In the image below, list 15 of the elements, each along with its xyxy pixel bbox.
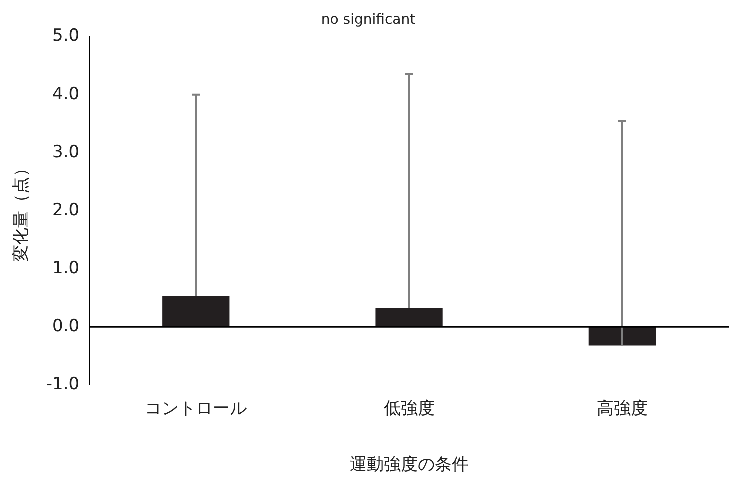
y-tick-label: 0.0 [52,316,80,337]
bar [376,308,443,328]
y-tick-label: -1.0 [46,374,80,395]
y-tick-label: 1.0 [52,258,80,278]
y-tick-label: 4.0 [52,84,80,104]
x-tick-label: 高強度 [596,398,648,419]
y-axis-title: 変化量（点） [12,160,32,262]
y-tick-label: 2.0 [52,200,80,220]
y-tick-label: 3.0 [52,142,80,162]
x-tick-label: 低強度 [384,398,435,419]
x-tick-label: コントロール [145,398,248,419]
bar [162,296,230,328]
chart-title: no significant [321,12,416,28]
x-axis-title: 運動強度の条件 [350,455,469,476]
y-tick-label: 5.0 [52,26,80,46]
